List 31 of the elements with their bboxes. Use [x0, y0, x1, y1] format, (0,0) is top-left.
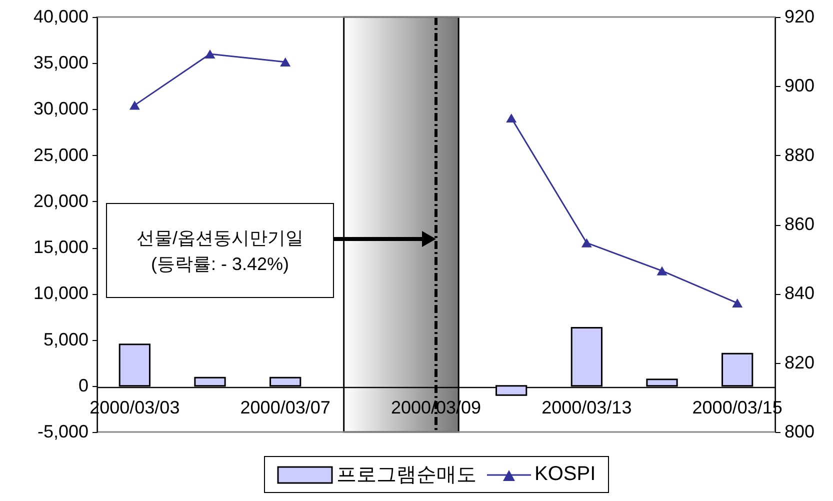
y-tick-label: 25,000	[33, 144, 88, 165]
y-tick-label: 40,000	[33, 6, 88, 26]
y-tick-label: 15,000	[33, 237, 88, 258]
point	[204, 49, 216, 59]
y2-tick-label: 820	[784, 352, 815, 372]
y2-tick-label: 920	[784, 6, 815, 26]
y2-tick-label: 860	[784, 214, 815, 234]
y-tick-label: 30,000	[33, 98, 88, 119]
annotation: 선물/옵션동시만기일	[136, 226, 304, 250]
y2-tick-label: 880	[784, 144, 815, 165]
y2-tick-label: 840	[784, 283, 815, 304]
point	[581, 238, 592, 248]
y2-tick-label: 800	[784, 422, 815, 442]
point	[732, 298, 743, 308]
legend-label: KOSPI	[534, 463, 596, 486]
x-tick-label: 2000/03/13	[542, 398, 632, 418]
point	[656, 266, 668, 276]
legend-label: 프로그램순매도	[336, 463, 476, 488]
point	[129, 100, 140, 110]
callout-box: 선물/옵션동시만기일 (등락률: - 3.42%)	[106, 203, 334, 298]
x-tick-label: 2000/03/07	[240, 398, 330, 418]
point	[280, 57, 291, 66]
point	[506, 113, 517, 123]
y-tick-label: 10,000	[33, 283, 88, 304]
y-tick-label: 5,000	[43, 329, 88, 350]
y-tick-label: -5,000	[37, 422, 88, 442]
y2-tick-label: 900	[784, 76, 815, 96]
y-tick-label: 0	[78, 375, 88, 396]
y-tick-label: 20,000	[33, 190, 88, 211]
y-tick-label: 35,000	[33, 52, 88, 73]
annotation: (등락률: - 3.42%)	[150, 252, 290, 276]
